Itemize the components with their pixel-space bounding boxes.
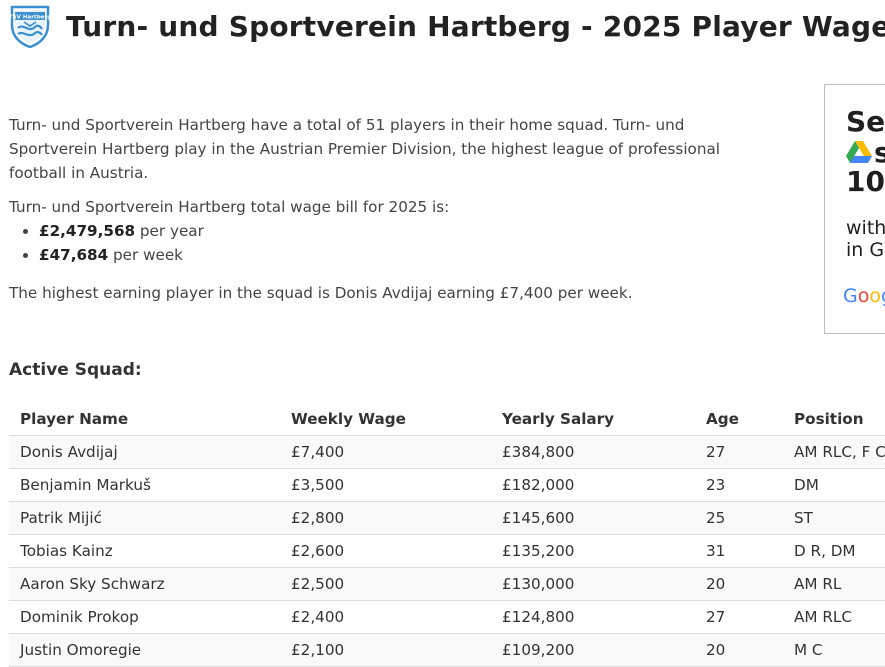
player-name[interactable]: Tobias Kainz	[9, 534, 280, 568]
weekly-wage: £2,100	[280, 633, 491, 667]
squad-description: Turn- und Sportverein Hartberg have a to…	[9, 116, 721, 182]
table-row: Aaron Sky Schwarz £2,500 £130,000 20 AM …	[9, 567, 885, 601]
weekly-wage: £7,400	[280, 435, 491, 469]
crest-label: TSV Hartberg	[9, 15, 52, 21]
player-age: 20	[695, 633, 783, 667]
player-position: ST	[783, 501, 885, 535]
wage-bill-weekly: £47,684 per week	[39, 243, 759, 267]
player-age: 20	[695, 567, 783, 601]
player-age: 23	[695, 468, 783, 502]
weekly-wage: £2,400	[280, 600, 491, 634]
table-row: Benjamin Markuš £3,500 £182,000 23 DM	[9, 468, 885, 502]
table-row: Donis Avdijaj £7,400 £384,800 27 AM RLC,…	[9, 435, 885, 469]
player-position: AM RLC	[783, 600, 885, 634]
table-row: Patrik Mijić £2,800 £145,600 25 ST	[9, 501, 885, 535]
weekly-wage: £2,500	[280, 567, 491, 601]
squad-heading: Active Squad:	[9, 360, 142, 380]
player-name[interactable]: Dominik Prokop	[9, 600, 280, 634]
google-drive-icon	[846, 140, 872, 163]
table-row: Tobias Kainz £2,600 £135,200 31 D R, DM	[9, 534, 885, 568]
weekly-total: £47,684	[39, 246, 109, 264]
ad-line-3: 100	[846, 165, 885, 198]
player-name[interactable]: Justin Omoregie	[9, 633, 280, 667]
yearly-salary: £384,800	[491, 435, 695, 469]
yearly-salary: £135,200	[491, 534, 695, 568]
club-summary: Turn- und Sportverein Hartberg have a to…	[9, 113, 759, 305]
ad-line-2: s	[846, 136, 885, 169]
wage-bill-list: £2,479,568 per year £47,684 per week	[9, 219, 759, 267]
player-name[interactable]: Donis Avdijaj	[9, 435, 280, 469]
player-position: AM RL	[783, 567, 885, 601]
ad-line-1: Sea	[846, 105, 885, 138]
yearly-salary: £182,000	[491, 468, 695, 502]
player-age: 27	[695, 435, 783, 469]
weekly-wage: £2,600	[280, 534, 491, 568]
table-row: Dominik Prokop £2,400 £124,800 27 AM RLC	[9, 600, 885, 634]
ad-google-logo: Goog	[843, 285, 885, 307]
page-title: Turn- und Sportverein Hartberg - 2025 Pl…	[66, 9, 885, 43]
weekly-wage: £2,800	[280, 501, 491, 535]
yearly-salary: £145,600	[491, 501, 695, 535]
column-header-age[interactable]: Age	[695, 402, 783, 436]
player-name[interactable]: Patrik Mijić	[9, 501, 280, 535]
ad-line-4: with in Go	[846, 217, 885, 261]
table-row: Justin Omoregie £2,100 £109,200 20 M C	[9, 633, 885, 667]
column-header-position[interactable]: Position	[783, 402, 885, 436]
player-age: 27	[695, 600, 783, 634]
wage-bill-intro: Turn- und Sportverein Hartberg total wag…	[9, 198, 450, 216]
column-header-yearly-salary[interactable]: Yearly Salary	[491, 402, 695, 436]
player-name[interactable]: Aaron Sky Schwarz	[9, 567, 280, 601]
club-crest-icon: TSV Hartberg	[9, 5, 52, 49]
player-name[interactable]: Benjamin Markuš	[9, 468, 280, 502]
yearly-salary: £109,200	[491, 633, 695, 667]
page-header: TSV Hartberg Turn- und Sportverein Hartb…	[8, 3, 885, 49]
yearly-salary: £130,000	[491, 567, 695, 601]
player-position: M C	[783, 633, 885, 667]
yearly-total: £2,479,568	[39, 222, 136, 240]
yearly-salary: £124,800	[491, 600, 695, 634]
top-earner-text: The highest earning player in the squad …	[9, 284, 633, 302]
player-position: D R, DM	[783, 534, 885, 568]
player-position: AM RLC, F C	[783, 435, 885, 469]
column-header-player-name[interactable]: Player Name	[9, 402, 280, 436]
player-age: 25	[695, 501, 783, 535]
player-position: DM	[783, 468, 885, 502]
table-header-row: Player Name Weekly Wage Yearly Salary Ag…	[9, 402, 885, 436]
weekly-wage: £3,500	[280, 468, 491, 502]
column-header-weekly-wage[interactable]: Weekly Wage	[280, 402, 491, 436]
player-age: 31	[695, 534, 783, 568]
wage-bill-yearly: £2,479,568 per year	[39, 219, 759, 243]
player-wages-table: Player Name Weekly Wage Yearly Salary Ag…	[9, 402, 885, 667]
ad-banner[interactable]: Sea s 100 with in Go Goog	[824, 84, 885, 334]
